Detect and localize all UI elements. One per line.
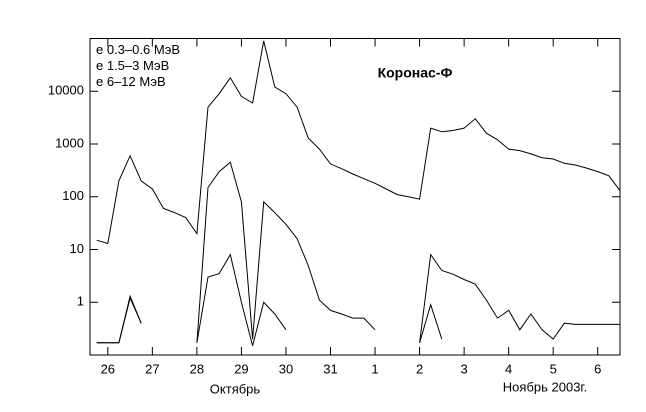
- series-line: [96, 296, 142, 344]
- x-tick-label: 29: [234, 361, 248, 376]
- x-tick-label: 27: [145, 361, 159, 376]
- x-tick-label: 3: [461, 361, 468, 376]
- x-tick-label: 28: [190, 361, 204, 376]
- series-line: [196, 161, 376, 343]
- y-tick-label: 1000: [55, 135, 84, 150]
- y-tick-label: 100: [62, 188, 84, 203]
- x-tick-label: 30: [279, 361, 293, 376]
- x-axis-label: Ноябрь 2003г.: [503, 379, 587, 394]
- x-tick-label: 1: [371, 361, 378, 376]
- y-tick-label: 1: [77, 294, 84, 309]
- series-line: [419, 302, 443, 343]
- x-tick-label: 2: [416, 361, 423, 376]
- x-tick-label: 26: [101, 361, 115, 376]
- y-tick-label: 10: [70, 241, 84, 256]
- legend-entry: e 1.5–3 МэВ: [96, 58, 169, 73]
- x-tick-label: 5: [550, 361, 557, 376]
- series-line: [96, 40, 621, 245]
- x-tick-label: 6: [594, 361, 601, 376]
- series-line: [419, 253, 620, 343]
- y-tick-label: 10000: [48, 83, 84, 98]
- legend-entry: e 6–12 МэВ: [96, 74, 166, 89]
- legend-entry: e 0.3–0.6 МэВ: [96, 42, 180, 57]
- annotation: Коронас-Ф: [378, 65, 453, 81]
- x-tick-label: 31: [323, 361, 337, 376]
- series-line: [196, 253, 287, 346]
- x-axis-label: Октябрь: [210, 381, 261, 396]
- x-tick-label: 4: [505, 361, 512, 376]
